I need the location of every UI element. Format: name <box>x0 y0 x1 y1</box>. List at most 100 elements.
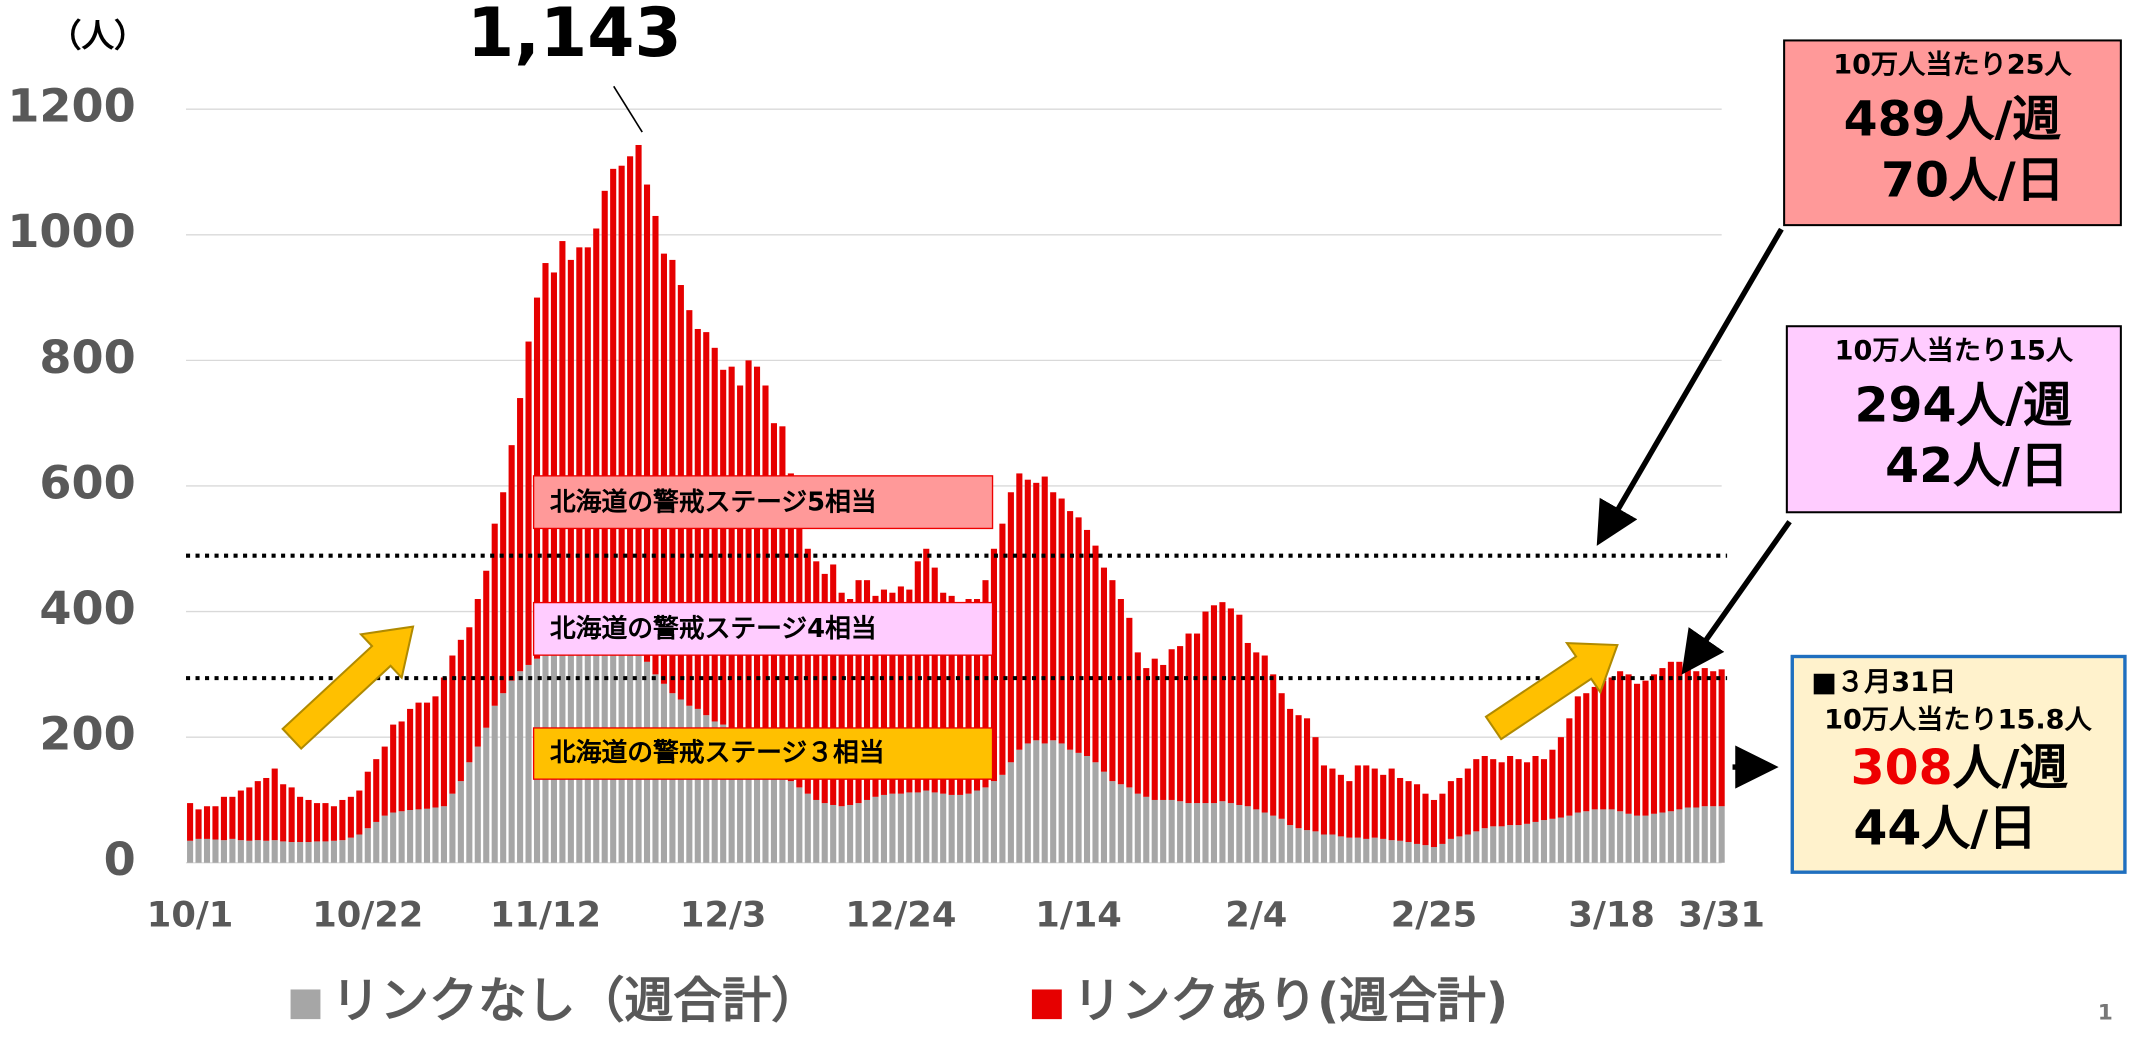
bar-segment <box>246 840 253 863</box>
bar-segment <box>280 841 287 863</box>
bar-segment <box>1109 781 1116 863</box>
bar-segment <box>508 680 515 863</box>
bar-segment <box>711 721 718 863</box>
bar-segment <box>1557 737 1564 818</box>
bar-segment <box>567 259 574 651</box>
bar-segment <box>635 144 642 653</box>
bar-segment <box>313 803 321 842</box>
info-text: 70人/日 <box>1881 152 2065 208</box>
bar-segment <box>280 784 287 842</box>
bar-segment <box>457 781 464 863</box>
bar-segment <box>1591 809 1598 863</box>
bar-segment <box>779 774 786 863</box>
bar-segment <box>1033 740 1040 863</box>
bar-segment <box>1354 765 1361 838</box>
bar-segment <box>1413 843 1421 863</box>
bar-segment <box>1151 658 1158 800</box>
bar-segment <box>601 190 608 650</box>
bar-segment <box>1303 718 1311 831</box>
bar-segment <box>1693 807 1700 863</box>
bar-segment <box>466 762 473 863</box>
legend-swatch <box>1031 989 1062 1020</box>
bar-segment <box>1456 777 1463 837</box>
bar-segment <box>1346 837 1353 863</box>
bar-segment <box>1430 799 1438 848</box>
bar-segment <box>1270 674 1277 816</box>
bar-segment <box>229 838 236 863</box>
bar-segment <box>1608 677 1615 810</box>
bar-segment <box>1024 743 1031 863</box>
bar-segment <box>1168 649 1175 800</box>
bar-segment <box>1337 836 1344 863</box>
info-highlight: 308 <box>1851 740 1953 796</box>
bar-segment <box>1050 492 1057 741</box>
bar-segment <box>1143 796 1150 863</box>
bar-segment <box>440 806 447 863</box>
bar-segment <box>288 787 295 843</box>
bar-segment <box>220 840 227 863</box>
bar-segment <box>863 580 871 800</box>
bar-segment <box>1193 803 1201 863</box>
bar-segment <box>813 561 820 800</box>
bar-segment <box>237 790 244 841</box>
bar-segment <box>356 834 363 863</box>
bar-segment <box>940 793 947 863</box>
bar-segment <box>1718 669 1725 807</box>
bar-segment <box>440 677 447 807</box>
bar-segment <box>728 366 735 738</box>
x-tick-label: 12/3 <box>680 895 767 936</box>
bar-segment <box>246 787 253 841</box>
bar-segment <box>1160 664 1167 800</box>
bar-segment <box>254 840 261 863</box>
bar-segment <box>373 759 380 822</box>
bar-segment <box>1346 781 1353 838</box>
info-box: ■３月31日 10万人当たり15.8人 308人/週 44人/日 <box>1790 654 2127 874</box>
bar-segment <box>1498 762 1505 827</box>
bar-segment <box>1024 479 1031 744</box>
bar-segment <box>753 366 761 763</box>
bar-segment <box>297 842 304 863</box>
info-text: 294人/週 <box>1855 378 2073 434</box>
bar-segment <box>1473 831 1480 863</box>
bar-segment <box>872 796 879 863</box>
bar-segment <box>1710 671 1717 807</box>
bar-segment <box>1109 580 1116 782</box>
bar-segment <box>855 803 862 863</box>
bar-segment <box>415 809 422 863</box>
bar-segment <box>1422 793 1429 846</box>
bar-segment <box>1092 762 1099 863</box>
bar-segment <box>973 790 981 863</box>
bar-segment <box>1650 674 1658 814</box>
bar-segment <box>1202 803 1209 863</box>
bar-segment <box>1650 813 1658 863</box>
bar-segment <box>999 774 1006 863</box>
bar-segment <box>1439 843 1446 863</box>
bar-segment <box>474 599 481 747</box>
bar-segment <box>195 838 202 863</box>
bar-segment <box>237 840 244 863</box>
bar-segment <box>1168 799 1175 863</box>
bar-segment <box>1566 815 1573 863</box>
x-tick-label: 10/1 <box>147 895 234 936</box>
bar-segment <box>973 599 981 791</box>
info-text: ■３月31日 <box>1811 667 1956 698</box>
bar-segment <box>525 664 532 863</box>
bar-segment <box>1100 567 1108 772</box>
bar-segment <box>1016 473 1023 750</box>
y-unit: （人） <box>49 17 147 55</box>
bar-segment <box>813 799 820 863</box>
bar-segment <box>1405 781 1412 843</box>
bar-segment <box>525 341 532 665</box>
bar-segment <box>1295 715 1302 829</box>
bar-segment <box>906 792 913 863</box>
bar-segment <box>1523 762 1531 824</box>
bar-segment <box>1659 812 1666 863</box>
bar-segment <box>1185 803 1192 863</box>
bar-segment <box>593 228 600 650</box>
bar-segment <box>517 671 524 863</box>
bar-segment <box>1193 633 1201 804</box>
bar-segment <box>1075 517 1082 753</box>
stage-box-bg <box>532 727 994 780</box>
bar-segment <box>1676 809 1683 863</box>
y-tick-label: 800 <box>39 330 135 384</box>
